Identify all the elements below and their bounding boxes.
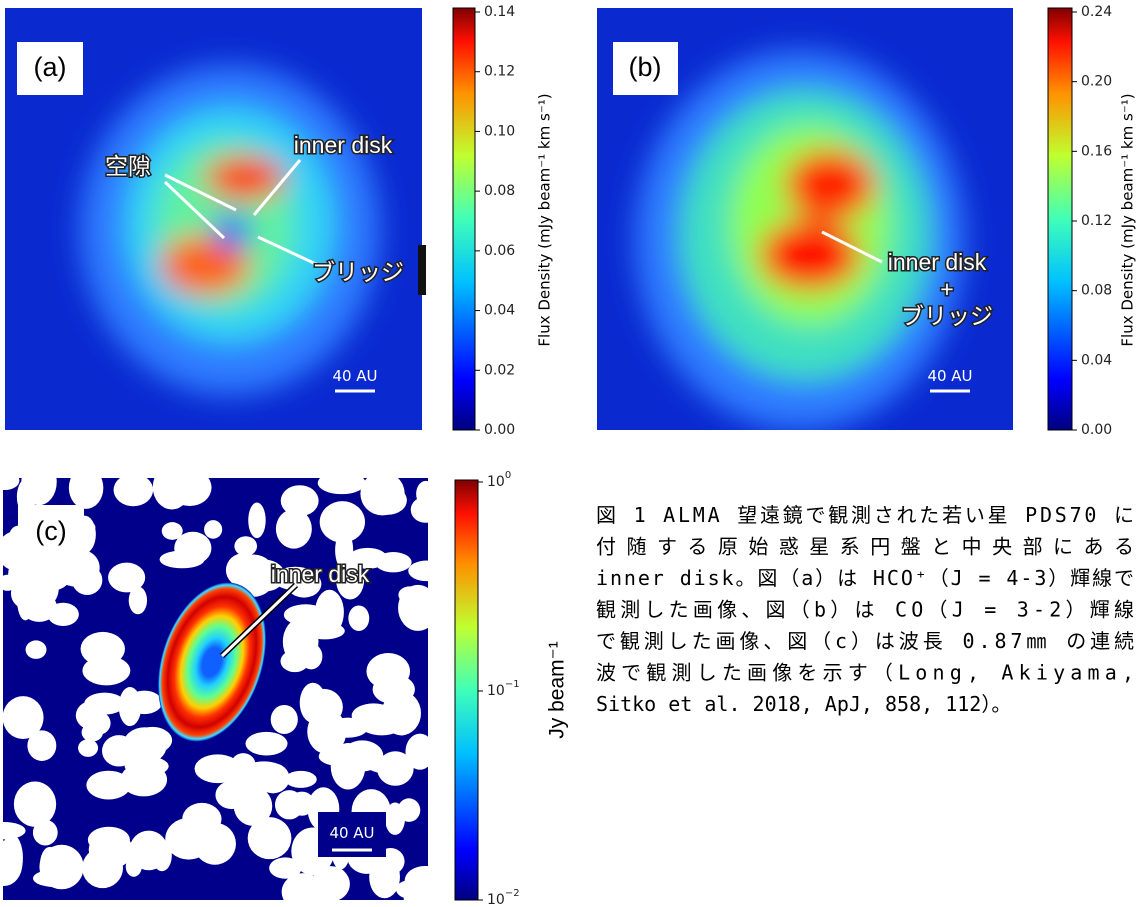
tick-base: 10 (487, 892, 505, 907)
noise (78, 739, 98, 757)
tick-label: 0.06 (484, 243, 515, 259)
noise (215, 781, 248, 809)
figure: (a) (b) (c) 空隙 inner disk ブリッジ inner dis… (0, 0, 1139, 907)
tick-label: 0.00 (484, 422, 515, 438)
colorbar-label: Flux Density (mJy beam⁻¹ km s⁻¹) (536, 93, 554, 346)
noise (416, 481, 435, 507)
noise (3, 696, 44, 739)
noise (348, 605, 369, 631)
noise (121, 763, 168, 797)
tick-label: 100 (487, 470, 511, 490)
caption-line: で観測した画像、図（c）は波長 0.87㎜ の連続 (596, 629, 1134, 653)
noise (72, 565, 102, 595)
panel-label: (b) (629, 52, 662, 82)
panel-label: (a) (34, 52, 67, 82)
noise (84, 693, 125, 715)
noise (285, 771, 317, 788)
tick-label: 0.12 (484, 64, 515, 80)
noise (162, 522, 183, 540)
noise (358, 710, 405, 735)
colorbar-a (453, 8, 475, 430)
tick-base: 10 (487, 474, 505, 490)
tick-exp: 0 (505, 470, 511, 481)
tick-label: 0.14 (484, 4, 515, 20)
mark (418, 245, 426, 295)
tick-label: 10−1 (487, 679, 520, 699)
caption-line: 波で観測した画像を示す（Long, Akiyama, (596, 661, 1134, 685)
noise (284, 604, 328, 625)
noise (283, 618, 319, 665)
noise (396, 880, 423, 899)
noise (204, 520, 222, 539)
tick-label: 0.04 (484, 303, 515, 319)
noise (234, 536, 257, 556)
caption-line: 付随する原始惑星系円盤と中央部にある (596, 535, 1134, 559)
scale-label: 40 AU (329, 824, 374, 842)
caption-line: Sitko et al. 2018, ApJ, 858, 112）。 (596, 692, 1011, 716)
colorbar-label: Flux Density (mJy beam⁻¹ km s⁻¹) (1119, 93, 1137, 346)
noise (17, 577, 34, 620)
panel-label: (c) (35, 516, 66, 546)
tick-label: 0.00 (1081, 422, 1112, 438)
tick-label: 0.08 (1081, 283, 1112, 299)
tick-label: 0.16 (1081, 143, 1112, 159)
caption-line: inner disk。図（a）は HCO⁺（J = 4-3）輝線で (596, 566, 1134, 590)
noise (32, 568, 69, 591)
noise (1, 834, 23, 881)
scale-label: 40 AU (332, 367, 377, 385)
tick-label: 0.10 (484, 123, 515, 139)
noise (33, 869, 80, 887)
annotation: ブリッジ (312, 259, 404, 285)
noise (276, 509, 312, 549)
noise (129, 586, 147, 614)
noise (398, 798, 421, 822)
annotation: inner disk (271, 561, 370, 587)
noise (331, 743, 366, 789)
tick-label: 10−2 (487, 888, 520, 907)
noise (405, 734, 434, 770)
tick-exp: −1 (505, 679, 520, 690)
noise (398, 585, 438, 631)
noise (246, 732, 288, 756)
caption-line: 観測した画像、図（b）は CO（J = 3-2）輝線 (596, 598, 1134, 622)
tick-label: 0.02 (484, 362, 515, 378)
noise (26, 640, 47, 658)
noise (369, 856, 400, 899)
noise (14, 782, 56, 827)
noise (168, 469, 212, 506)
tick-label: 0.20 (1081, 74, 1112, 90)
colorbar-label: Jy beam⁻¹ (546, 641, 569, 738)
tick-label: 0.08 (484, 183, 515, 199)
noise (89, 831, 133, 869)
tick-base: 10 (487, 683, 505, 699)
tick-label: 0.24 (1081, 4, 1112, 20)
noise (226, 553, 262, 587)
noise (248, 502, 265, 538)
colorbar-c (455, 480, 478, 900)
annotation: ブリッジ (901, 303, 993, 329)
noise (123, 727, 167, 764)
annotation: inner disk (888, 249, 987, 275)
noise (318, 472, 366, 495)
noise (369, 486, 407, 515)
caption-line: 図 1 ALMA 望遠鏡で観測された若い星 PDS70 に (596, 503, 1134, 527)
tick-label: 0.04 (1081, 352, 1112, 368)
noise (69, 467, 103, 509)
scale-label: 40 AU (927, 367, 972, 385)
noise (373, 675, 415, 705)
noise (114, 474, 154, 506)
annotation: 空隙 (105, 153, 151, 179)
colorbar-b (1048, 8, 1072, 430)
annotation: inner disk (294, 132, 393, 158)
noise (194, 823, 236, 865)
tick-label: 0.12 (1081, 213, 1112, 229)
tick-exp: −2 (505, 888, 520, 899)
noise (271, 705, 298, 734)
noise (82, 656, 130, 686)
noise (245, 761, 283, 778)
annotation: + (940, 276, 953, 302)
noise (248, 817, 292, 859)
noise (33, 820, 58, 846)
noise (408, 561, 444, 582)
